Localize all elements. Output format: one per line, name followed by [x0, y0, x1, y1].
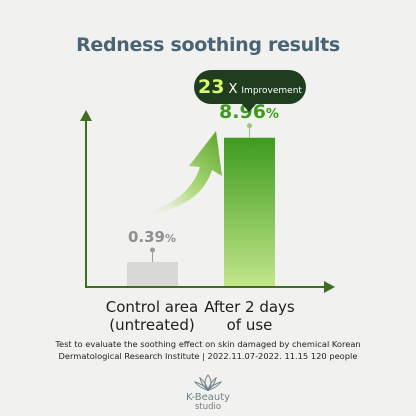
value-dot-after-2-days: [247, 123, 252, 129]
data-label-after-2-days-unit: %: [266, 107, 279, 122]
brand-subtitle: studio: [194, 402, 222, 412]
data-label-after-2-days-value: 8.96: [219, 101, 266, 123]
bar-after-2-days: [224, 137, 275, 286]
improvement-callout: 23 X Improvement: [194, 70, 306, 112]
data-label-control: 0.39%: [128, 228, 176, 246]
category-label-control: Control area (untreated): [105, 298, 199, 334]
y-axis-arrowhead: [80, 110, 92, 121]
data-label-control-unit: %: [165, 232, 176, 245]
bar-control: [127, 262, 178, 286]
value-dot-control: [150, 247, 155, 253]
footnote: Test to evaluate the soothing effect on …: [55, 339, 361, 361]
lotus-icon: [193, 374, 223, 392]
improvement-text: Improvement: [241, 86, 302, 96]
data-label-control-value: 0.39: [128, 228, 165, 246]
brand-name: K-Beauty: [185, 392, 231, 403]
improvement-multiplier: X: [229, 82, 238, 97]
improvement-number: 23: [198, 76, 224, 98]
brand-logo: K-Beauty studio: [168, 372, 248, 412]
growth-arrow: [140, 131, 222, 215]
category-label-after-2-days: After 2 days of use: [204, 298, 295, 334]
x-axis-arrowhead: [324, 281, 335, 293]
data-label-after-2-days: 8.96%: [219, 101, 279, 123]
chart-title: Redness soothing results: [76, 34, 340, 56]
